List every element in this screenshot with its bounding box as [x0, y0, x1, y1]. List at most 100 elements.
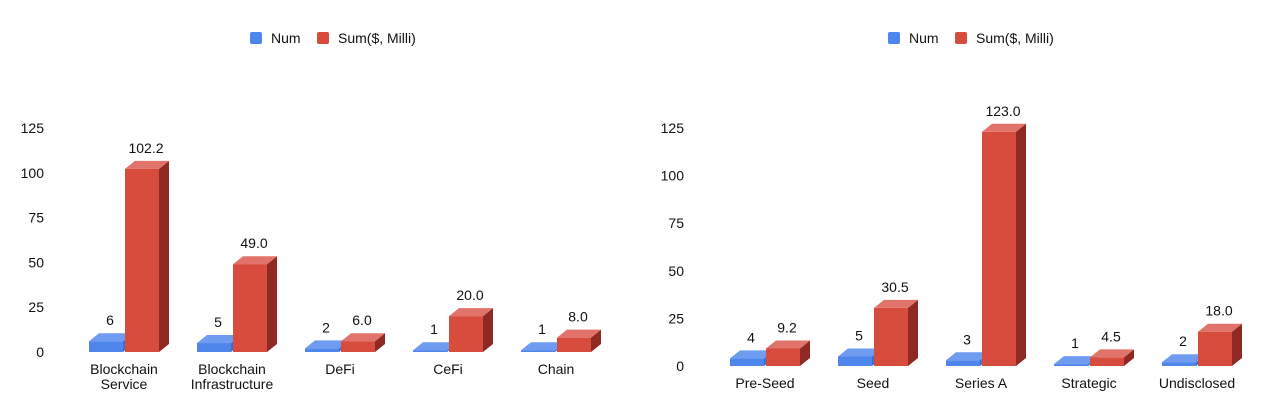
y-tick-label: 125: [661, 120, 685, 136]
value-label-num: 3: [963, 331, 971, 347]
bar-top-face: [197, 335, 241, 344]
category-label: Blockchain Service: [90, 361, 158, 392]
legend-swatch-num: [250, 32, 262, 44]
value-label-num: 5: [214, 314, 222, 330]
legend: Num Sum($, Milli): [888, 30, 1054, 46]
bar-sum: [341, 333, 385, 352]
category-group: 1 4.5 Strategic: [1054, 328, 1134, 391]
bar-front-face: [125, 168, 159, 352]
value-label-sum: 4.5: [1101, 328, 1121, 344]
bar-sum: [449, 308, 493, 352]
bar-top-face: [874, 299, 918, 308]
category-group: 6 102.2 Blockchain Service: [89, 140, 169, 392]
y-tick-label: 0: [676, 358, 684, 374]
bar-front-face: [197, 343, 231, 352]
bar-sum: [125, 160, 169, 352]
bar-front-face: [341, 341, 375, 352]
bar-side-face: [375, 333, 385, 352]
value-label-sum: 6.0: [352, 312, 372, 328]
bar-front-face: [521, 350, 555, 352]
bar-sum: [233, 256, 277, 352]
bar-front-face: [557, 337, 591, 352]
bar-side-face: [908, 299, 918, 366]
bar-sum: [1090, 349, 1134, 366]
bar-side-face: [1124, 349, 1134, 366]
bar-top-face: [521, 342, 565, 351]
bar-top-face: [449, 308, 493, 317]
chart-svg: Num Sum($, Milli)02550751001256102.2Block…: [21, 30, 601, 392]
bar-top-face: [982, 123, 1026, 132]
bar-side-face: [591, 329, 601, 352]
y-tick-label: 100: [661, 168, 685, 184]
bar-sum: [982, 123, 1026, 366]
value-label-num: 5: [855, 327, 863, 343]
category-group: 2 6.0 DeFi: [305, 312, 385, 377]
value-label-sum: 49.0: [240, 235, 267, 251]
category-group: 4 9.2 Pre-Seed: [730, 319, 810, 391]
bar-front-face: [449, 316, 483, 352]
bar-front-face: [1198, 331, 1232, 366]
y-tick-label: 0: [36, 344, 44, 360]
category-label: DeFi: [325, 361, 355, 377]
y-tick-label: 100: [21, 165, 45, 181]
value-label-num: 2: [322, 319, 330, 335]
bar-top-face: [341, 333, 385, 342]
bar-side-face: [483, 308, 493, 352]
y-tick-label: 50: [28, 254, 44, 270]
bar-front-face: [838, 356, 872, 366]
category-label: Undisclosed: [1159, 375, 1235, 391]
bar-top-face: [1198, 323, 1242, 332]
bar-sum: [557, 329, 601, 352]
value-label-num: 1: [430, 321, 438, 337]
category-group: 3 123.0 Series A: [946, 103, 1026, 391]
bar-front-face: [766, 348, 800, 366]
bar-front-face: [730, 358, 764, 366]
value-label-num: 1: [1071, 335, 1079, 351]
bar-side-face: [1232, 323, 1242, 366]
bar-top-face: [730, 350, 774, 359]
bar-sum: [766, 340, 810, 366]
category-label: Strategic: [1061, 375, 1116, 391]
bar-front-face: [1162, 362, 1196, 366]
chart-svg: Num Sum($, Milli)025507510012549.2Pre-See…: [661, 30, 1242, 391]
bar-front-face: [1090, 357, 1124, 366]
value-label-sum: 123.0: [985, 103, 1020, 119]
bar-top-face: [233, 256, 277, 265]
legend-swatch-num: [888, 32, 900, 44]
bar-front-face: [305, 348, 339, 352]
legend-swatch-sum: [317, 32, 329, 44]
category-label: Chain: [538, 361, 575, 377]
bar-top-face: [766, 340, 810, 349]
bar-top-face: [1054, 356, 1098, 365]
bar-front-face: [946, 360, 980, 366]
value-label-num: 1: [538, 321, 546, 337]
category-group: 2 18.0 Undisclosed: [1159, 303, 1242, 391]
category-group: 1 8.0 Chain: [521, 309, 601, 377]
funding-by-round-chart: Num Sum($, Milli) 0 25 50 75 100 125 4 9.2 Pre-See…: [640, 0, 1280, 410]
y-tick-label: 75: [28, 210, 44, 226]
bar-front-face: [874, 307, 908, 366]
bar-top-face: [557, 329, 601, 338]
bar-top-face: [946, 352, 990, 361]
bar-top-face: [125, 160, 169, 169]
legend-label-num: Num: [909, 30, 939, 46]
value-label-num: 2: [1179, 333, 1187, 349]
y-tick-label: 25: [28, 299, 44, 315]
category-label: CeFi: [433, 361, 463, 377]
value-label-num: 6: [106, 312, 114, 328]
bar-front-face: [413, 350, 447, 352]
category-label: Blockchain Infrastructure: [191, 361, 274, 392]
bar-sum: [874, 299, 918, 366]
category-group: 1 20.0 CeFi: [413, 287, 493, 377]
value-label-sum: 20.0: [456, 287, 483, 303]
category-label: Seed: [857, 375, 890, 391]
bar-side-face: [159, 160, 169, 352]
value-label-sum: 102.2: [128, 140, 163, 156]
bar-top-face: [1162, 354, 1206, 363]
legend-label-num: Num: [271, 30, 301, 46]
legend-label-sum: Sum($, Milli): [338, 30, 416, 46]
legend-label-sum: Sum($, Milli): [976, 30, 1054, 46]
bar-front-face: [982, 131, 1016, 366]
value-label-sum: 30.5: [881, 279, 908, 295]
bar-front-face: [89, 341, 123, 352]
